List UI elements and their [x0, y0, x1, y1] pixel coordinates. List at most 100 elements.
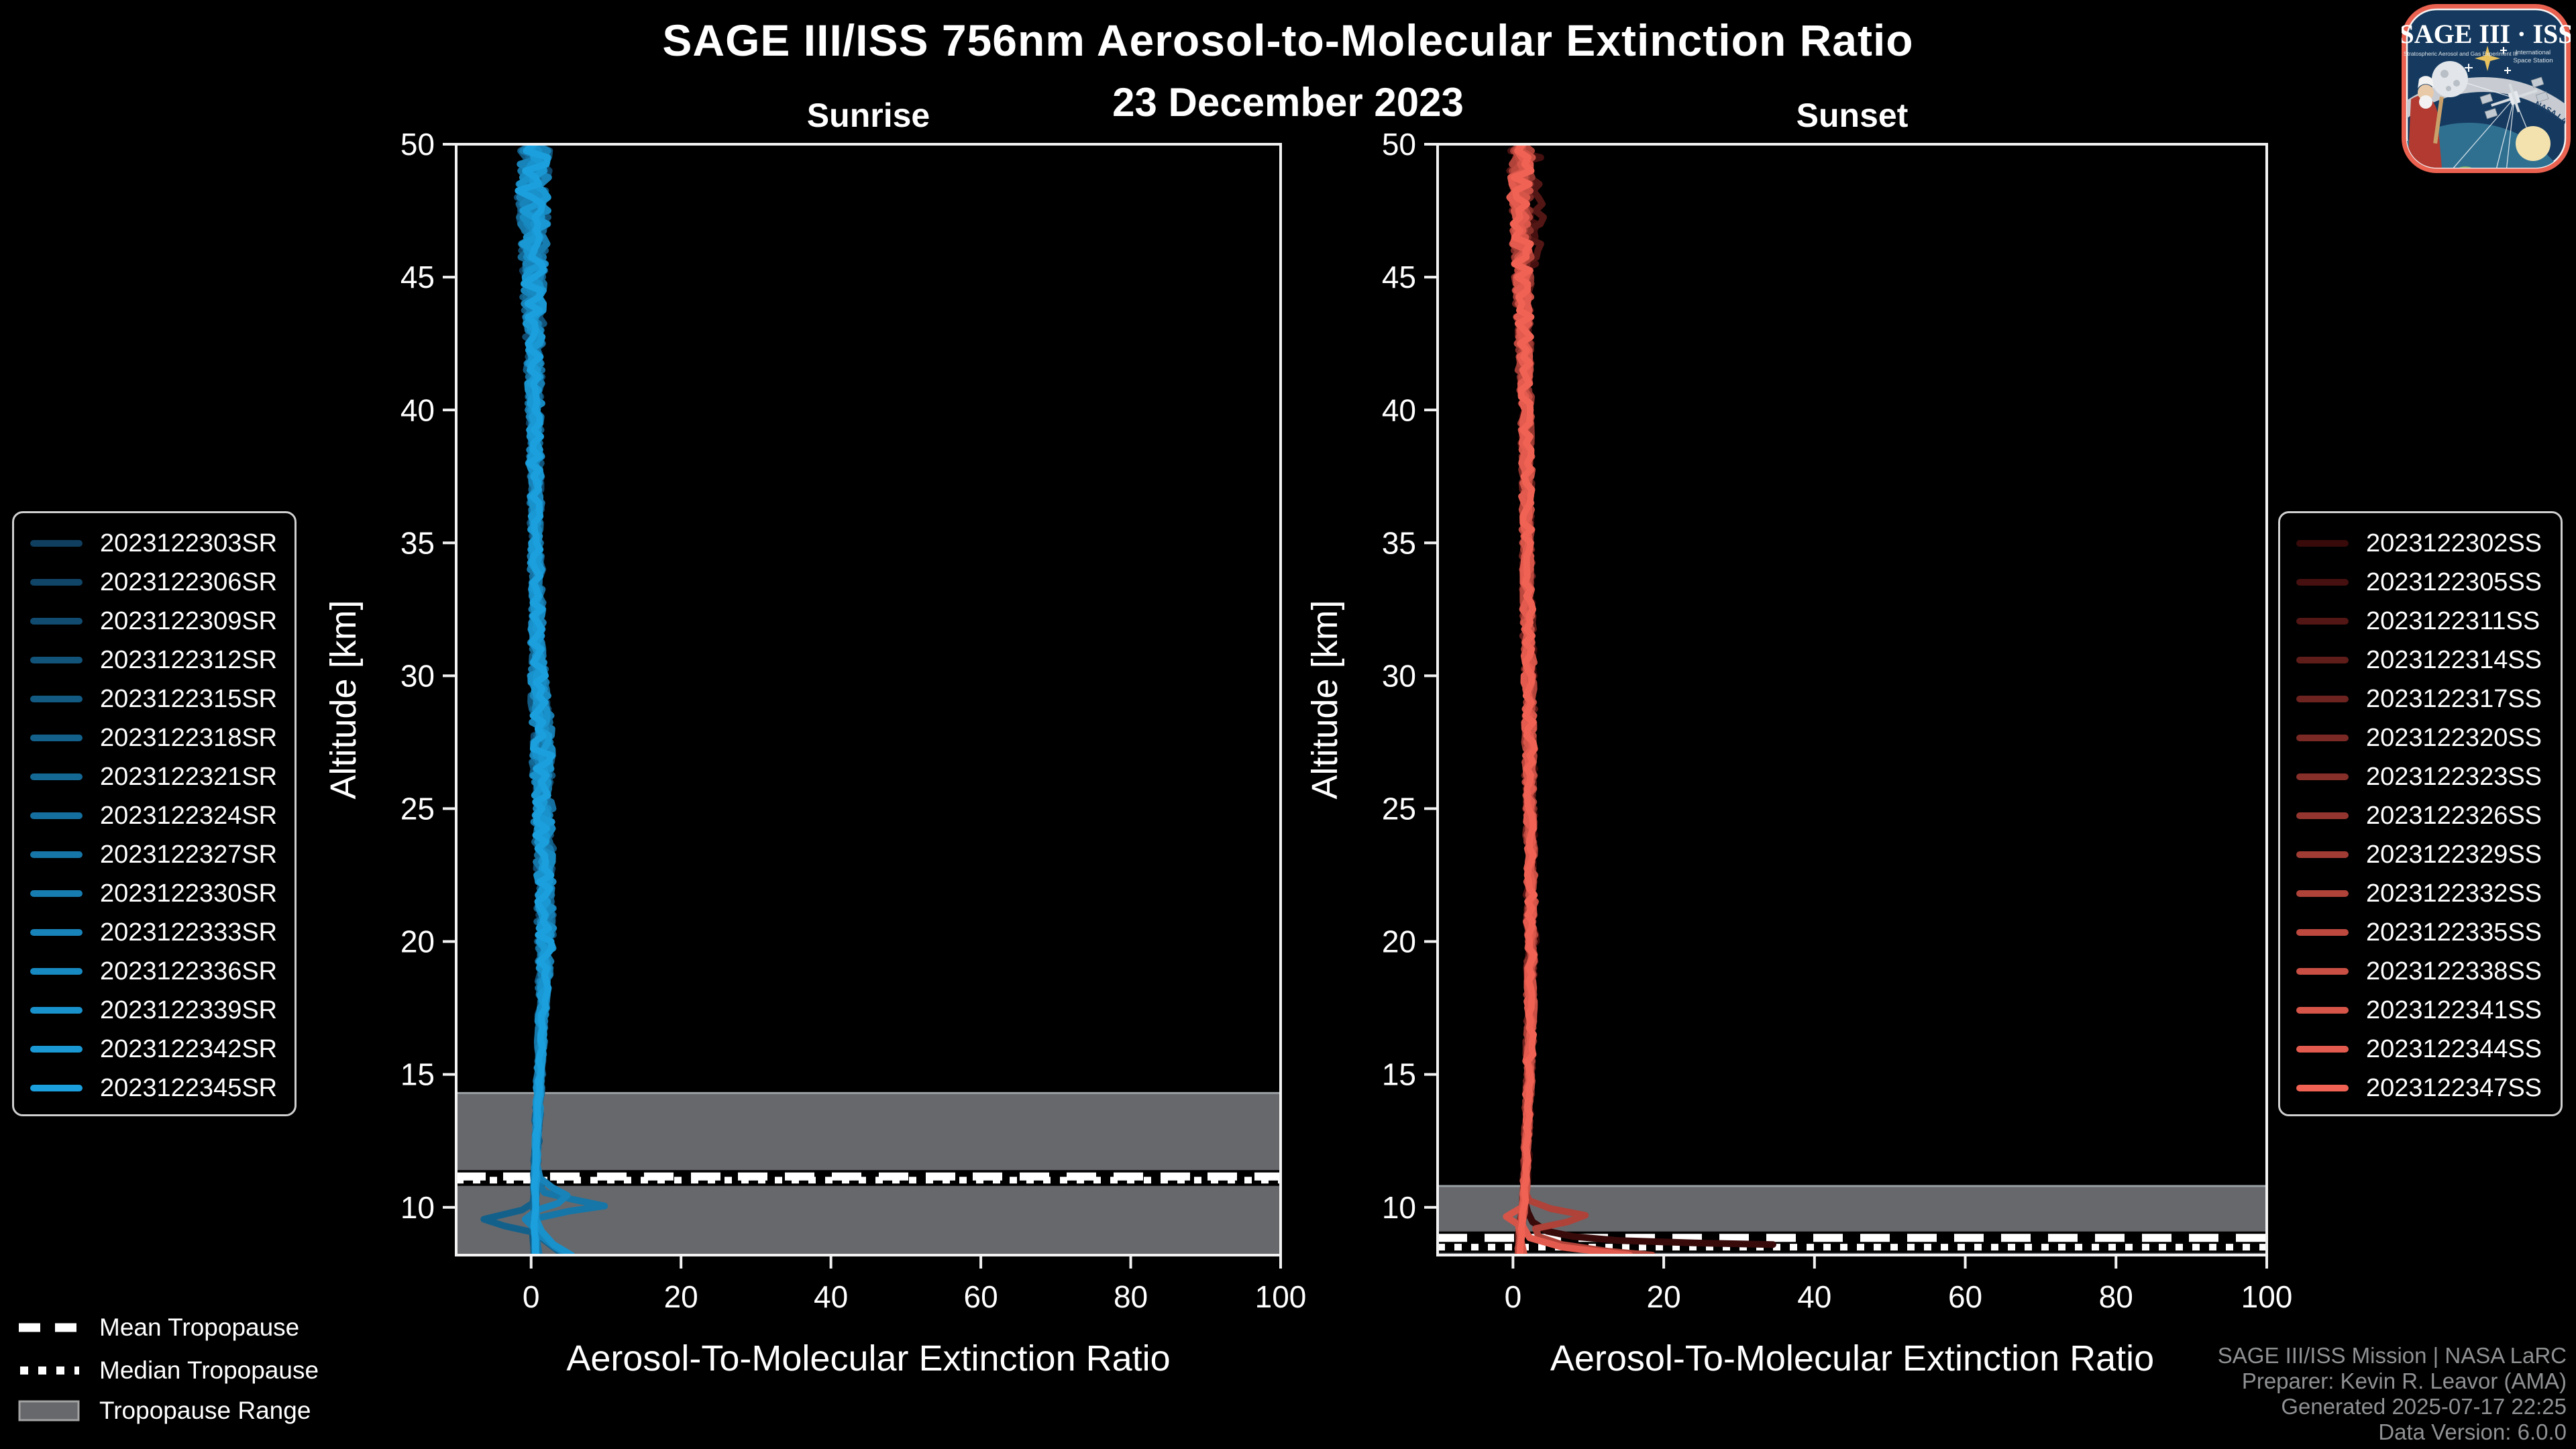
- legend-swatch: [30, 812, 83, 819]
- legend-item-label: 2023122347SS: [2366, 1073, 2542, 1102]
- x-tick-label: 60: [964, 1279, 998, 1314]
- logo-sun: [2516, 126, 2551, 161]
- logo-small-stars: [2465, 47, 2511, 74]
- legend-item: 2023122335SS: [2280, 913, 2561, 952]
- panel-title-sunset: Sunset: [1796, 97, 1909, 134]
- legend-item-label: 2023122309SR: [100, 606, 278, 635]
- x-tick-label: 20: [664, 1279, 698, 1314]
- x-tick-label: 0: [523, 1279, 540, 1314]
- legend-item: 2023122306SR: [14, 563, 294, 602]
- logo-orbit-ring: [2407, 77, 2565, 168]
- profile-line-2023122345SR: [515, 144, 555, 1255]
- sage-iss-logo: NASA LANGLEY RESEARCH CENTER • TAS-I • E…: [2402, 4, 2571, 173]
- legend-item-label: 2023122335SS: [2366, 918, 2542, 947]
- mean-tropopause-label: Mean Tropopause: [99, 1313, 300, 1341]
- legend-swatch: [30, 968, 83, 975]
- legend-item-label: 2023122342SR: [100, 1034, 278, 1063]
- y-tick-label: 30: [1382, 658, 1416, 693]
- legend-swatch: [30, 1085, 83, 1091]
- legend-item: 2023122315SR: [14, 680, 294, 718]
- y-axis-label: Altitude [km]: [323, 600, 364, 799]
- footer-credits: SAGE III/ISS Mission | NASA LaRC Prepare…: [2218, 1343, 2567, 1445]
- legend-item-label: 2023122321SR: [100, 762, 278, 791]
- y-tick-label: 10: [400, 1190, 435, 1225]
- y-tick-label: 15: [1382, 1057, 1416, 1092]
- figure-title: SAGE III/ISS 756nm Aerosol-to-Molecular …: [662, 15, 1914, 65]
- y-tick-label: 10: [1382, 1190, 1416, 1225]
- sunset-plot: 0 20 40 60 80 100 10 15 20 25 30 35 40 45 50 Aerosol-To…: [1305, 97, 2292, 1379]
- legend-item-label: 2023122333SR: [100, 918, 278, 947]
- footer-line-version: Data Version: 6.0.0: [2378, 1419, 2567, 1445]
- x-tick-label: 40: [1797, 1279, 1831, 1314]
- legend-swatch: [2296, 890, 2349, 897]
- legend-item: 2023122317SS: [2280, 680, 2561, 718]
- legend-swatch: [2296, 1046, 2349, 1053]
- x-tick-label: 80: [1114, 1279, 1148, 1314]
- profile-line-2023122347SS: [1509, 144, 1538, 1255]
- legend-item-label: 2023122302SS: [2366, 529, 2542, 557]
- plot-spines: [1436, 143, 2268, 1256]
- legend-item: 2023122333SR: [14, 913, 294, 952]
- legend-item: 2023122323SS: [2280, 757, 2561, 796]
- legend-swatch: [30, 1046, 83, 1053]
- panel-title-sunrise: Sunrise: [807, 97, 930, 134]
- y-tick-label: 45: [400, 260, 435, 294]
- x-tick-label: 60: [1948, 1279, 1982, 1314]
- legend-item: 2023122314SS: [2280, 641, 2561, 680]
- legend-item-label: 2023122326SS: [2366, 801, 2542, 830]
- legend-swatch: [2296, 579, 2349, 586]
- median-tropopause-legend-item: Median Tropopause: [17, 1356, 319, 1385]
- legend-swatch: [30, 735, 83, 741]
- legend-item-label: 2023122324SR: [100, 801, 278, 830]
- profile-line-2023122302SS: [1509, 144, 1776, 1248]
- x-tick-label: 40: [814, 1279, 848, 1314]
- legend-item-label: 2023122315SR: [100, 684, 278, 713]
- x-tick-label: 20: [1647, 1279, 1681, 1314]
- x-tick-label: 100: [2241, 1279, 2293, 1314]
- legend-item-label: 2023122339SR: [100, 996, 278, 1024]
- legend-item-label: 2023122306SR: [100, 568, 278, 596]
- legend-swatch: [2296, 540, 2349, 547]
- legend-item-label: 2023122312SR: [100, 645, 278, 674]
- legend-item-label: 2023122314SS: [2366, 645, 2542, 674]
- legend-swatch: [30, 773, 83, 780]
- y-tick-label: 30: [400, 658, 435, 693]
- legend-item: 2023122302SS: [2280, 524, 2561, 563]
- legend-item: 2023122311SS: [2280, 602, 2561, 641]
- y-tick-label: 45: [1382, 260, 1416, 294]
- median-tropopause-swatch-icon: [20, 1366, 79, 1375]
- y-tick-label: 35: [400, 525, 435, 560]
- legend-item: 2023122327SR: [14, 835, 294, 874]
- footer-line-generated: Generated 2025-07-17 22:25: [2281, 1394, 2567, 1419]
- logo-subtitle-left: Stratospheric Aerosol and Gas Experiment…: [2404, 50, 2518, 57]
- legend-item-label: 2023122338SS: [2366, 957, 2542, 985]
- legend-item: 2023122303SR: [14, 524, 294, 563]
- legend-item-label: 2023122341SS: [2366, 996, 2542, 1024]
- legend-item-label: 2023122329SS: [2366, 840, 2542, 869]
- legend-item: 2023122305SS: [2280, 563, 2561, 602]
- legend-swatch: [30, 579, 83, 586]
- legend-item: 2023122339SR: [14, 991, 294, 1030]
- legend-swatch: [2296, 812, 2349, 819]
- legend-item-label: 2023122317SS: [2366, 684, 2542, 713]
- legend-swatch: [2296, 657, 2349, 663]
- y-tick-label: 50: [400, 127, 435, 162]
- logo-moon: [2432, 61, 2468, 97]
- legend-swatch: [2296, 851, 2349, 858]
- legend-swatch: [2296, 929, 2349, 936]
- legend-item-label: 2023122303SR: [100, 529, 278, 557]
- y-tick-label: 25: [1382, 792, 1416, 826]
- y-tick-label: 25: [400, 792, 435, 826]
- logo-title: SAGE III · ISS: [2402, 19, 2571, 49]
- x-axis-label: Aerosol-To-Molecular Extinction Ratio: [1550, 1338, 2154, 1379]
- legend-item: 2023122324SR: [14, 796, 294, 835]
- legend-item: 2023122341SS: [2280, 991, 2561, 1030]
- legend-item: 2023122309SR: [14, 602, 294, 641]
- y-tick-label: 15: [400, 1057, 435, 1092]
- sunrise-plot: 0 20 40 60 80 100 10 15 20 25 30 35 40 45 50 Aerosol-To…: [323, 97, 1306, 1379]
- x-tick-label: 80: [2099, 1279, 2133, 1314]
- legend-swatch: [30, 890, 83, 897]
- legend-item: 2023122320SS: [2280, 718, 2561, 757]
- mean-tropopause-swatch-icon: [19, 1323, 79, 1332]
